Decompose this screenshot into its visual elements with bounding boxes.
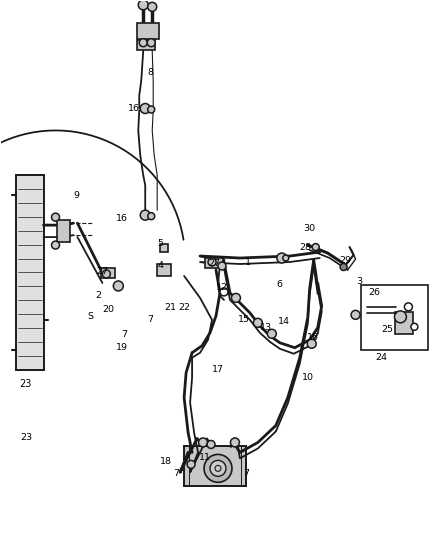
Text: 28: 28	[300, 243, 312, 252]
Text: 7: 7	[243, 469, 249, 478]
Circle shape	[140, 103, 150, 114]
Bar	[184, 447, 246, 486]
Circle shape	[283, 255, 289, 261]
Circle shape	[148, 2, 157, 11]
Text: 16: 16	[307, 333, 319, 342]
Circle shape	[220, 288, 228, 296]
Text: 13: 13	[260, 324, 272, 332]
Circle shape	[207, 440, 215, 448]
Text: 15: 15	[238, 316, 250, 324]
Circle shape	[52, 241, 60, 249]
Circle shape	[102, 270, 110, 278]
Circle shape	[307, 340, 316, 348]
Text: 10: 10	[302, 373, 314, 382]
Circle shape	[231, 293, 240, 302]
FancyBboxPatch shape	[396, 312, 413, 334]
Text: 23: 23	[19, 378, 32, 389]
Text: 24: 24	[375, 353, 388, 362]
Circle shape	[267, 329, 276, 338]
Circle shape	[312, 244, 319, 251]
FancyBboxPatch shape	[57, 220, 71, 242]
Circle shape	[148, 106, 155, 113]
Text: 7: 7	[173, 469, 179, 478]
Circle shape	[138, 0, 148, 10]
Text: 21: 21	[164, 303, 176, 312]
Circle shape	[139, 39, 147, 47]
Text: 3: 3	[357, 278, 363, 286]
Circle shape	[218, 262, 226, 270]
Circle shape	[351, 310, 360, 319]
Circle shape	[215, 465, 221, 471]
Text: 4: 4	[157, 261, 163, 270]
Circle shape	[198, 438, 208, 447]
Circle shape	[254, 318, 262, 327]
Text: 25: 25	[381, 325, 393, 334]
Circle shape	[404, 303, 413, 311]
FancyBboxPatch shape	[137, 23, 159, 39]
FancyBboxPatch shape	[137, 40, 155, 50]
Text: 18: 18	[160, 457, 172, 466]
Text: 16: 16	[128, 104, 140, 113]
Circle shape	[113, 281, 124, 291]
Circle shape	[411, 324, 418, 330]
Text: 9: 9	[74, 191, 79, 200]
Text: 22: 22	[178, 303, 190, 312]
Text: 2: 2	[95, 292, 101, 301]
Circle shape	[230, 438, 240, 447]
Text: 7: 7	[147, 316, 153, 324]
Text: S: S	[88, 312, 93, 321]
FancyBboxPatch shape	[160, 244, 168, 252]
Text: 30: 30	[304, 224, 316, 232]
Text: 8: 8	[147, 68, 153, 77]
Bar	[360, 285, 428, 350]
Circle shape	[147, 39, 155, 47]
Circle shape	[204, 455, 232, 482]
Text: 27: 27	[208, 259, 220, 268]
Circle shape	[140, 210, 150, 220]
Text: 27: 27	[96, 268, 108, 277]
Circle shape	[148, 213, 155, 220]
Text: 16: 16	[117, 214, 128, 223]
Circle shape	[277, 253, 287, 263]
Text: 12: 12	[216, 284, 228, 293]
Circle shape	[340, 263, 347, 270]
Text: 29: 29	[339, 255, 352, 264]
Circle shape	[52, 213, 60, 221]
Text: 19: 19	[117, 343, 128, 352]
Circle shape	[208, 258, 216, 266]
Text: 5: 5	[157, 239, 163, 247]
Text: 11: 11	[199, 453, 211, 462]
Text: 7: 7	[121, 330, 127, 340]
Text: 23: 23	[21, 433, 33, 442]
FancyBboxPatch shape	[205, 258, 223, 268]
FancyBboxPatch shape	[157, 264, 171, 276]
Circle shape	[395, 311, 406, 323]
Bar	[16, 175, 43, 370]
Text: 14: 14	[278, 317, 290, 326]
Text: 20: 20	[102, 305, 114, 314]
Text: 17: 17	[212, 365, 224, 374]
Text: 6: 6	[277, 280, 283, 289]
Text: 1: 1	[245, 257, 251, 266]
Circle shape	[210, 461, 226, 477]
Text: 26: 26	[368, 288, 381, 297]
FancyBboxPatch shape	[101, 268, 115, 278]
Circle shape	[187, 461, 195, 469]
